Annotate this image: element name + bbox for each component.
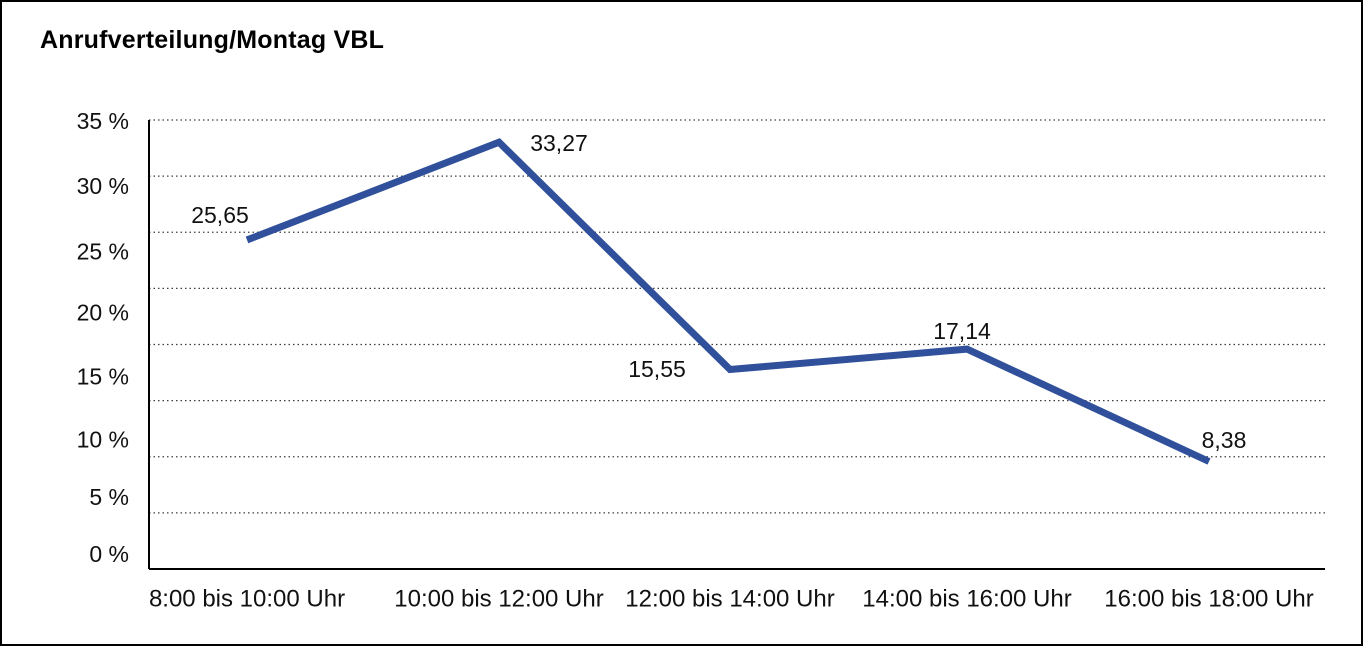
data-value-label: 17,14 (933, 318, 991, 344)
y-tick-label: 5 % (89, 484, 129, 510)
data-value-label: 15,55 (628, 356, 686, 382)
y-tick-label: 0 % (89, 541, 129, 567)
chart-title: Anrufverteilung/Montag VBL (40, 26, 385, 54)
y-tick-label: 10 % (77, 427, 129, 453)
x-tick-label: 12:00 bis 14:00 Uhr (625, 586, 834, 613)
x-tick-label: 14:00 bis 16:00 Uhr (862, 586, 1071, 613)
y-tick-label: 25 % (77, 238, 129, 264)
data-value-label: 33,27 (530, 130, 588, 156)
x-tick-label: 16:00 bis 18:00 Uhr (1104, 586, 1313, 613)
y-tick-label: 35 % (77, 108, 129, 134)
x-tick-label: 10:00 bis 12:00 Uhr (394, 586, 603, 613)
y-tick-label: 15 % (77, 364, 129, 390)
data-value-label: 8,38 (1202, 427, 1247, 453)
y-tick-label: 30 % (77, 173, 129, 199)
data-value-label: 25,65 (191, 202, 249, 228)
data-series-line (245, 138, 1211, 465)
x-tick-label: 8:00 bis 10:00 Uhr (149, 586, 345, 613)
y-tick-label: 20 % (77, 299, 129, 325)
